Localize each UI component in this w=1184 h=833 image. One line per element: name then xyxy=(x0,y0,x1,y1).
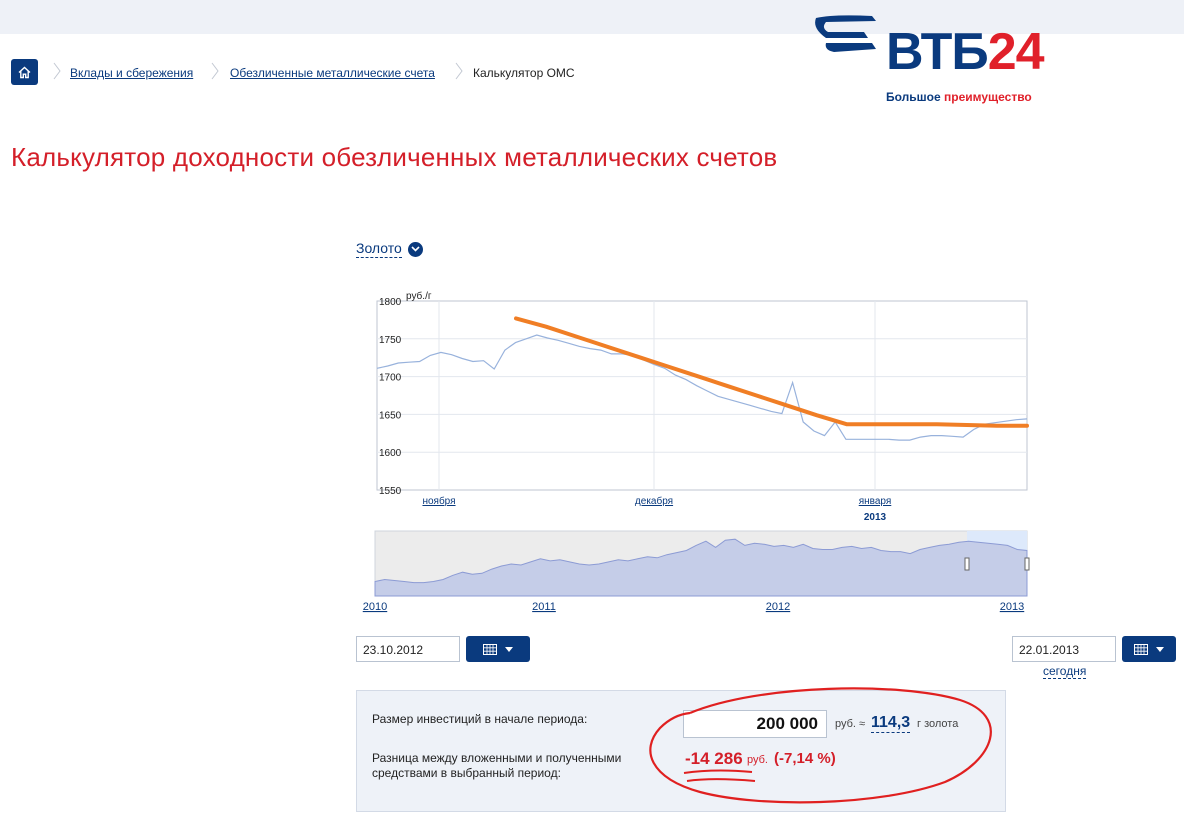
overview-year-label: 2012 xyxy=(766,601,790,613)
calculator-panel: Размер инвестиций в начале периода: 200 … xyxy=(356,690,1006,812)
dropdown-caret-icon xyxy=(505,646,513,652)
x-tick-label: декабря xyxy=(635,495,673,507)
breadcrumb-separator-icon xyxy=(455,62,463,80)
overview-year-label: 2010 xyxy=(363,601,387,613)
difference-label-line2: средствами в выбранный период: xyxy=(372,766,561,780)
plot-area xyxy=(376,300,1028,491)
breadcrumb-current: Калькулятор ОМС xyxy=(473,66,575,80)
x-tick-label: января xyxy=(859,496,892,507)
today-link[interactable]: сегодня xyxy=(1043,664,1087,679)
y-tick-label: 1600 xyxy=(379,448,402,459)
x-tick-label: ноября xyxy=(422,495,455,507)
y-tick-label: 1550 xyxy=(379,486,402,497)
investment-amount-input[interactable]: 200 000 xyxy=(683,710,827,738)
dropdown-caret-icon xyxy=(1156,646,1164,652)
breadcrumb-separator-icon xyxy=(211,62,219,80)
start-date-calendar-button[interactable] xyxy=(466,636,530,662)
top-bar xyxy=(0,0,1184,34)
trend-annotation-line xyxy=(514,316,1029,428)
breadcrumb-link-deposits[interactable]: Вклады и сбережения xyxy=(70,66,194,80)
difference-unit: руб. xyxy=(747,754,768,766)
investment-unit: руб. ≈ xyxy=(835,718,866,730)
end-date-calendar-button[interactable] xyxy=(1122,636,1176,662)
breadcrumb-link-metal-accounts[interactable]: Обезличенные металлические счета xyxy=(230,66,435,80)
logo-wordmark: ВТБ24 xyxy=(886,23,1045,81)
range-handle-right[interactable] xyxy=(1024,557,1030,571)
difference-label-line1: Разница между вложенными и полученными xyxy=(372,751,622,765)
grams-equivalent-link[interactable]: 114,3 xyxy=(871,714,911,733)
y-tick-label: 1700 xyxy=(379,373,402,384)
page-title: Калькулятор доходности обезличенных мета… xyxy=(11,142,778,172)
difference-value: -14 286 xyxy=(685,749,743,768)
price-series-line xyxy=(376,334,1028,441)
end-date-input[interactable]: 22.01.2013 xyxy=(1012,636,1116,662)
y-tick-label: 1650 xyxy=(379,410,402,421)
grams-unit: г золота xyxy=(917,718,959,730)
metal-selector[interactable]: Золото xyxy=(356,240,423,258)
breadcrumb-separator-icon xyxy=(53,62,61,80)
price-chart[interactable]: 1550 1600 1650 1700 1750 1800 руб./г ноября де… xyxy=(356,282,1036,527)
chevron-down-icon xyxy=(407,241,423,257)
overview-area xyxy=(374,538,1028,597)
start-date-input[interactable]: 23.10.2012 xyxy=(356,636,460,662)
y-axis-unit-label: руб./г xyxy=(406,290,432,302)
investment-label: Размер инвестиций в начале периода: xyxy=(372,712,588,726)
metal-selector-label: Золото xyxy=(356,240,402,258)
overview-year-label: 2013 xyxy=(1000,601,1024,613)
y-tick-label: 1750 xyxy=(379,335,402,346)
calendar-icon xyxy=(1134,643,1148,655)
calendar-icon xyxy=(483,643,497,655)
logo-slogan: Большое преимущество xyxy=(886,90,1032,104)
difference-percent: (-7,14 %) xyxy=(774,750,836,767)
home-icon xyxy=(18,66,31,78)
vtb24-logo[interactable]: ВТБ24 Большое преимущество xyxy=(814,8,1064,112)
overview-year-label: 2011 xyxy=(532,601,556,613)
range-handle-left[interactable] xyxy=(964,557,970,571)
x-year-label: 2013 xyxy=(864,512,887,523)
home-button[interactable] xyxy=(11,59,38,85)
vtb-flag-icon xyxy=(815,15,876,52)
y-tick-label: 1800 xyxy=(379,297,402,308)
overview-navigator[interactable]: 2010 2011 2012 2013 xyxy=(356,528,1036,618)
